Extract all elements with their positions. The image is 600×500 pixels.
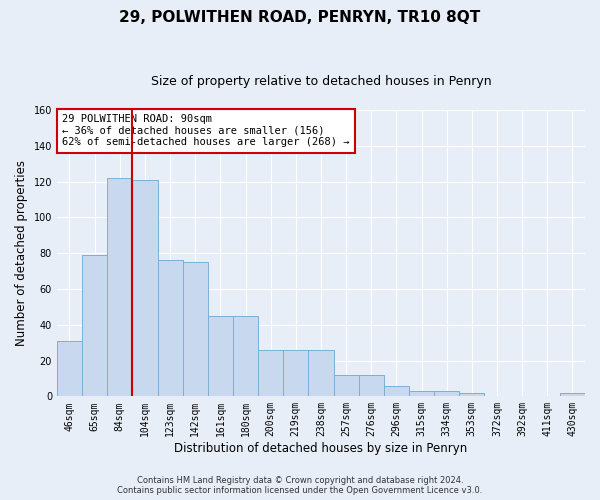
Text: 29, POLWITHEN ROAD, PENRYN, TR10 8QT: 29, POLWITHEN ROAD, PENRYN, TR10 8QT (119, 10, 481, 25)
Bar (384, 386, 409, 396)
Title: Size of property relative to detached houses in Penryn: Size of property relative to detached ho… (151, 75, 491, 88)
Text: 29 POLWITHEN ROAD: 90sqm
← 36% of detached houses are smaller (156)
62% of semi-: 29 POLWITHEN ROAD: 90sqm ← 36% of detach… (62, 114, 350, 148)
Bar (359, 375, 384, 396)
Bar (560, 393, 585, 396)
Bar (334, 375, 359, 396)
Bar (434, 391, 459, 396)
Bar (459, 393, 484, 396)
Y-axis label: Number of detached properties: Number of detached properties (15, 160, 28, 346)
Bar (158, 260, 182, 396)
Bar (283, 350, 308, 397)
Bar (233, 316, 258, 396)
Bar (82, 255, 107, 396)
Bar (308, 350, 334, 397)
Bar (133, 180, 158, 396)
Bar (409, 391, 434, 396)
Bar (208, 316, 233, 396)
Bar (182, 262, 208, 396)
Bar (107, 178, 133, 396)
Bar (57, 341, 82, 396)
Text: Contains HM Land Registry data © Crown copyright and database right 2024.
Contai: Contains HM Land Registry data © Crown c… (118, 476, 482, 495)
X-axis label: Distribution of detached houses by size in Penryn: Distribution of detached houses by size … (175, 442, 467, 455)
Bar (258, 350, 283, 397)
